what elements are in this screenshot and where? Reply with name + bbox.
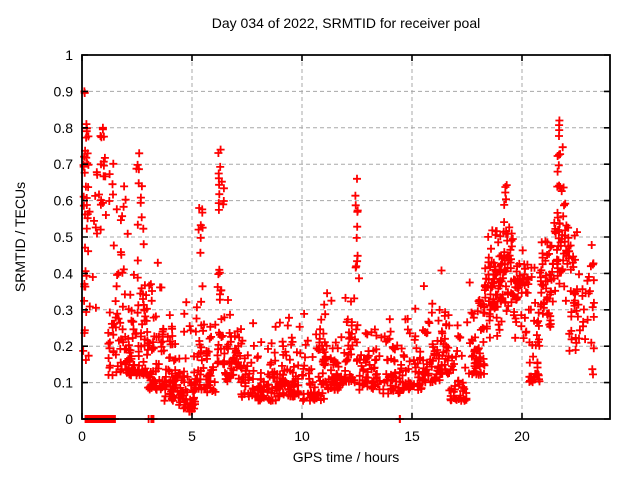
y-tick-label: 0.3: [54, 302, 74, 318]
y-tick-label: 0.2: [54, 338, 74, 354]
y-axis-label: SRMTID / TECUs: [12, 182, 28, 292]
chart-title: Day 034 of 2022, SRMTID for receiver poa…: [212, 15, 480, 31]
y-tick-label: 0.6: [54, 193, 74, 209]
x-tick-label: 15: [404, 428, 420, 444]
y-tick-label: 0.4: [54, 265, 74, 281]
axis-tick-marks: [81, 54, 610, 420]
scatter-points: [79, 87, 598, 423]
tick-labels: 0 5 10 15 20 0 0.1 0.2 0.3 0.4 0.5 0.6 0.7 0.8 0.9 1: [54, 47, 530, 444]
y-tick-label: 0.8: [54, 120, 74, 136]
y-tick-label: 0.7: [54, 156, 74, 172]
x-tick-label: 5: [188, 428, 196, 444]
y-tick-label: 0.5: [54, 229, 74, 245]
x-tick-label: 20: [514, 428, 530, 444]
gridlines: [82, 55, 610, 419]
x-tick-label: 0: [78, 428, 86, 444]
x-axis-label: GPS time / hours: [293, 449, 400, 465]
y-tick-label: 1: [65, 47, 73, 63]
y-tick-label: 0: [65, 411, 73, 427]
grid-dashed-lines: [82, 55, 610, 419]
y-tick-label: 0.1: [54, 375, 74, 391]
y-tick-label: 0.9: [54, 83, 74, 99]
x-tick-label: 10: [294, 428, 310, 444]
